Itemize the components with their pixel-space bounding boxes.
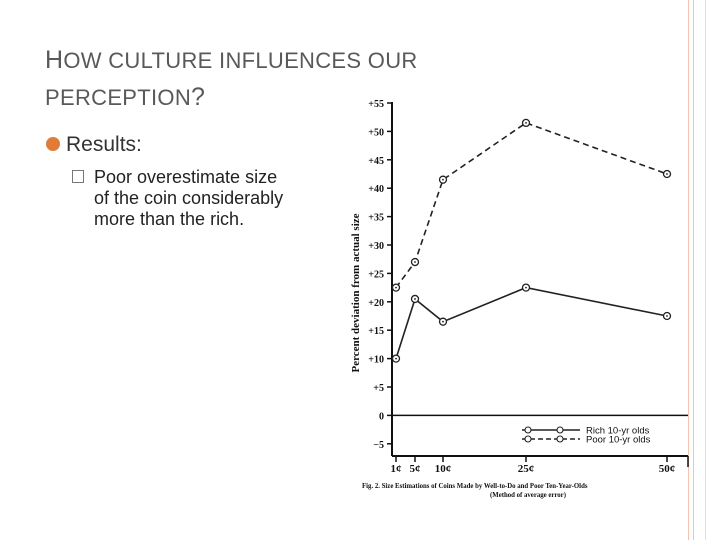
sub-bullet-line-3: more than the rich. — [94, 209, 245, 229]
y-tick-label: 0 — [379, 411, 384, 422]
series-line-poor — [395, 121, 668, 289]
title-line2: PERCEPTION — [45, 85, 192, 110]
legend-marker — [524, 435, 532, 443]
x-tick-label: 10¢ — [435, 463, 452, 475]
x-tick-label: 1¢ — [391, 463, 402, 475]
legend-label: Rich 10-yr olds — [586, 426, 650, 437]
data-point-center — [525, 286, 527, 289]
y-tick-label: −5 — [373, 440, 384, 451]
bullet-results-label: Results: — [66, 133, 142, 156]
slide-border-decoration — [688, 0, 694, 540]
y-tick-label: +25 — [368, 269, 384, 280]
data-point-center — [442, 320, 444, 323]
x-tick-label: 5¢ — [410, 463, 421, 475]
data-point-center — [395, 286, 397, 289]
legend-marker — [556, 426, 564, 434]
legend-marker — [556, 435, 564, 443]
data-point-center — [666, 173, 668, 175]
sub-bullet-line-1: Poor overestimate size — [94, 167, 278, 187]
title-initial: H — [45, 46, 64, 74]
slide-title: HOW CULTURE INFLUENCES OUR PERCEPTION? — [45, 42, 505, 116]
legend-label: Poor 10-yr olds — [586, 435, 651, 446]
x-tick-label: 50¢ — [659, 463, 676, 475]
sub-bullet-text: Poor overestimate size of the coin consi… — [72, 167, 322, 230]
title-rest: OW CULTURE INFLUENCES OUR — [63, 48, 418, 73]
figure-caption: Fig. 2. Size Estimations of Coins Made b… — [362, 483, 588, 490]
data-point-center — [525, 121, 527, 124]
sub-bullet-line-2: of the coin considerably — [94, 188, 284, 208]
checkbox-bullet-icon — [72, 170, 84, 183]
y-tick-label: +40 — [368, 184, 384, 195]
y-tick-label: +10 — [368, 355, 384, 366]
sub-bullet: Poor overestimate size of the coin consi… — [72, 167, 322, 230]
slide-border-line — [705, 0, 706, 540]
y-tick-label: +55 — [368, 99, 384, 110]
data-point-center — [395, 357, 397, 360]
figure-caption-sub: (Method of average error) — [490, 492, 566, 499]
y-tick-label: +50 — [368, 127, 384, 138]
y-tick-label: +30 — [368, 241, 384, 252]
y-tick-label: +5 — [373, 383, 384, 394]
data-point-center — [666, 315, 668, 317]
y-tick-label: +35 — [368, 213, 384, 224]
series-line-rich — [395, 286, 668, 359]
legend-marker — [524, 426, 532, 434]
x-tick-label: 25¢ — [518, 463, 535, 475]
y-tick-label: +45 — [368, 156, 384, 167]
y-tick-label: +20 — [368, 298, 384, 309]
data-point-center — [442, 178, 444, 181]
y-tick-label: +15 — [368, 326, 384, 337]
title-question-mark: ? — [191, 83, 206, 111]
bullet-sun-icon — [46, 137, 60, 151]
data-point-center — [414, 298, 416, 300]
y-axis-label: Percent deviation from actual size — [350, 213, 362, 372]
data-point-center — [414, 261, 416, 263]
